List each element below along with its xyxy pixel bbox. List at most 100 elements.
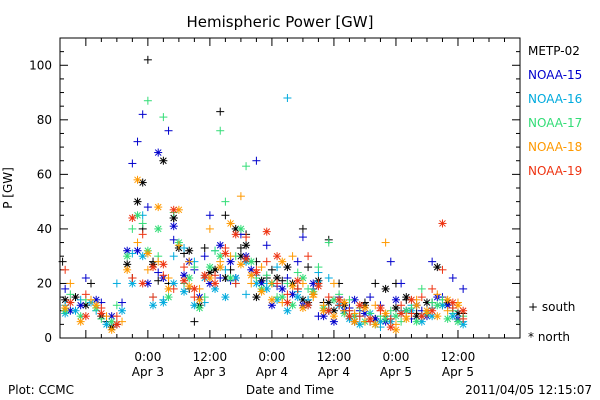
data-point-south	[314, 263, 323, 272]
data-point-south	[159, 113, 168, 122]
data-point-south	[200, 252, 209, 261]
data-point-north	[309, 279, 318, 288]
x-axis-label: Date and Time	[246, 383, 334, 397]
y-axis: 0 20 40 60 80 100	[29, 37, 520, 345]
data-point-north	[71, 293, 80, 302]
data-point-north	[97, 309, 106, 318]
data-point-north	[453, 317, 462, 326]
data-point-north	[216, 241, 225, 250]
data-point-south	[211, 246, 220, 255]
data-point-north	[252, 268, 261, 277]
data-point-north	[112, 320, 121, 329]
data-point-north	[71, 306, 80, 315]
data-point-north	[283, 298, 292, 307]
data-point-south	[459, 284, 468, 293]
data-points	[58, 55, 468, 334]
data-point-north	[195, 295, 204, 304]
data-point-south	[304, 252, 313, 261]
data-point-south	[180, 263, 189, 272]
data-point-north	[242, 241, 251, 250]
data-point-south	[273, 279, 282, 288]
data-point-north	[267, 295, 276, 304]
data-point-north	[443, 314, 452, 323]
data-point-north	[391, 295, 400, 304]
footer-timestamp: 2011/04/05 12:15:07	[465, 383, 592, 397]
data-point-south	[324, 238, 333, 247]
data-point-south	[180, 244, 189, 252]
data-point-north	[190, 284, 199, 293]
data-point-south	[87, 295, 96, 304]
data-point-south	[58, 257, 67, 266]
data-point-south	[128, 224, 137, 233]
data-point-south	[216, 274, 225, 282]
data-point-north	[448, 298, 457, 307]
data-point-north	[169, 205, 178, 214]
data-point-north	[174, 205, 183, 214]
data-point-north	[417, 312, 426, 321]
x-tick-label-date: Apr 3	[194, 365, 226, 379]
data-point-north	[371, 320, 380, 329]
data-point-south	[164, 274, 173, 282]
data-point-south	[128, 274, 137, 282]
data-point-north	[324, 306, 333, 315]
y-axis-label: P [GW]	[1, 167, 15, 209]
data-point-south	[236, 192, 245, 201]
data-point-north	[81, 312, 90, 321]
marker-legend: + south * north	[528, 300, 575, 344]
data-point-south	[324, 293, 333, 302]
data-point-south	[190, 263, 199, 272]
data-point-north	[428, 306, 437, 315]
data-point-south	[293, 268, 302, 277]
data-point-south	[293, 284, 302, 293]
data-point-south	[366, 293, 375, 302]
data-point-south	[231, 279, 240, 288]
data-point-north	[200, 271, 209, 280]
data-point-north	[293, 276, 302, 285]
data-point-north	[433, 263, 442, 272]
data-point-south	[112, 279, 121, 288]
data-point-south	[247, 279, 256, 288]
data-point-north	[66, 298, 75, 307]
data-point-south	[133, 137, 142, 146]
legend-entry: NOAA-17	[528, 116, 582, 130]
data-point-south	[138, 219, 147, 228]
data-point-south	[154, 268, 163, 277]
data-point-south	[355, 312, 364, 321]
data-point-north	[433, 312, 442, 321]
data-point-south	[149, 293, 158, 302]
data-point-north	[278, 257, 287, 266]
data-point-north	[376, 304, 385, 312]
data-point-south	[252, 156, 261, 165]
data-point-north	[149, 263, 158, 272]
data-point-south	[242, 290, 251, 299]
data-point-north	[128, 214, 137, 222]
data-point-north	[138, 279, 147, 288]
data-point-north	[128, 279, 137, 288]
data-point-south	[242, 162, 251, 171]
data-point-south	[381, 238, 390, 247]
data-point-north	[185, 246, 194, 255]
data-point-north	[438, 219, 447, 228]
data-point-south	[66, 279, 75, 288]
data-point-north	[283, 263, 292, 272]
x-tick-label-date: Apr 5	[380, 365, 412, 379]
data-point-south	[262, 271, 271, 280]
data-point-south	[293, 257, 302, 266]
data-point-north	[391, 325, 400, 334]
y-tick-label: 80	[37, 113, 52, 127]
data-point-north	[433, 301, 442, 310]
data-point-north	[273, 274, 282, 282]
y-tick-label: 20	[37, 276, 52, 290]
data-point-south	[324, 274, 333, 282]
data-point-south	[459, 314, 468, 323]
data-point-south	[267, 265, 276, 274]
data-point-north	[226, 274, 235, 282]
data-point-north	[381, 284, 390, 293]
data-point-south	[262, 241, 271, 250]
data-point-north	[118, 306, 127, 315]
y-tick-label: 0	[44, 331, 52, 345]
y-tick-label: 40	[37, 222, 52, 236]
data-point-south	[143, 55, 152, 64]
data-point-north	[143, 249, 152, 258]
data-point-north	[133, 246, 142, 255]
